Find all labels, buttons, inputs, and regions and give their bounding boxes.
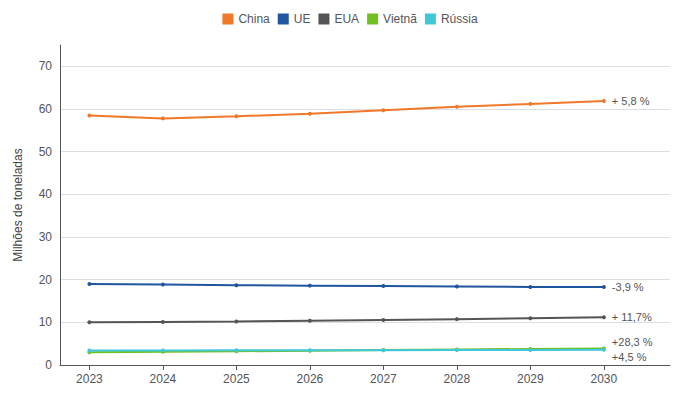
svg-text:10: 10: [39, 315, 53, 329]
svg-text:Milhões de toneladas: Milhões de toneladas: [11, 148, 25, 261]
svg-text:50: 50: [39, 145, 53, 159]
svg-text:20: 20: [39, 273, 53, 287]
svg-text:EUA: EUA: [334, 12, 359, 26]
svg-text:70: 70: [39, 59, 53, 73]
svg-text:2029: 2029: [517, 372, 544, 386]
svg-text:2025: 2025: [223, 372, 250, 386]
svg-text:2024: 2024: [150, 372, 177, 386]
svg-text:UE: UE: [294, 12, 311, 26]
svg-text:40: 40: [39, 187, 53, 201]
svg-text:0: 0: [45, 358, 52, 372]
svg-text:2023: 2023: [76, 372, 103, 386]
svg-text:+28,3 %: +28,3 %: [612, 336, 653, 348]
svg-text:2026: 2026: [297, 372, 324, 386]
svg-text:+ 11,7%: + 11,7%: [612, 311, 652, 323]
svg-text:-3,9 %: -3,9 %: [612, 281, 644, 293]
svg-text:China: China: [238, 12, 270, 26]
svg-text:+4,5 %: +4,5 %: [612, 351, 647, 363]
svg-text:Vietnã: Vietnã: [383, 12, 417, 26]
svg-text:60: 60: [39, 102, 53, 116]
svg-text:30: 30: [39, 230, 53, 244]
svg-text:2028: 2028: [444, 372, 471, 386]
svg-text:Rússia: Rússia: [441, 12, 478, 26]
svg-text:2030: 2030: [591, 372, 618, 386]
svg-text:2027: 2027: [370, 372, 397, 386]
svg-text:+ 5,8 %: + 5,8 %: [612, 95, 650, 107]
